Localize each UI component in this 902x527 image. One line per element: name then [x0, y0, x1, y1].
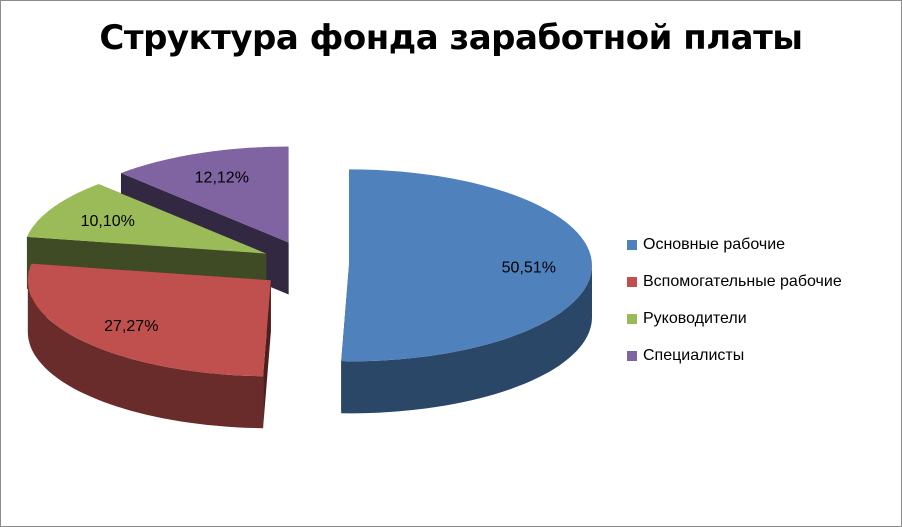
legend-swatch — [627, 350, 637, 361]
slice-osnovnye — [341, 169, 592, 414]
slice-top — [27, 263, 271, 377]
legend-swatch — [627, 276, 637, 287]
chart-title: Структура фонда заработной платы — [99, 18, 803, 58]
data-label: 50,51% — [502, 260, 556, 277]
legend-item: Основные рабочие — [627, 226, 842, 263]
legend-label: Вспомогательные рабочие — [643, 272, 842, 290]
legend-swatch — [627, 239, 637, 250]
legend-label: Основные рабочие — [643, 235, 786, 253]
slice-vspomogatelnye — [27, 263, 271, 429]
legend: Основные рабочие Вспомогательные рабочие Р… — [627, 226, 842, 374]
data-label: 12,12% — [195, 170, 249, 187]
legend-swatch — [627, 313, 637, 324]
legend-item: Руководители — [627, 300, 842, 337]
legend-label: Руководители — [643, 309, 747, 327]
data-label: 27,27% — [104, 318, 158, 335]
slice-top — [26, 184, 267, 254]
slice-top — [121, 146, 289, 243]
slice-top — [341, 169, 592, 362]
data-label: 10,10% — [81, 213, 135, 230]
slice-wall — [341, 265, 592, 414]
legend-label: Специалисты — [643, 346, 745, 364]
legend-item: Специалисты — [627, 337, 842, 374]
legend-item: Вспомогательные рабочие — [627, 263, 842, 300]
slice-wall — [27, 280, 264, 429]
